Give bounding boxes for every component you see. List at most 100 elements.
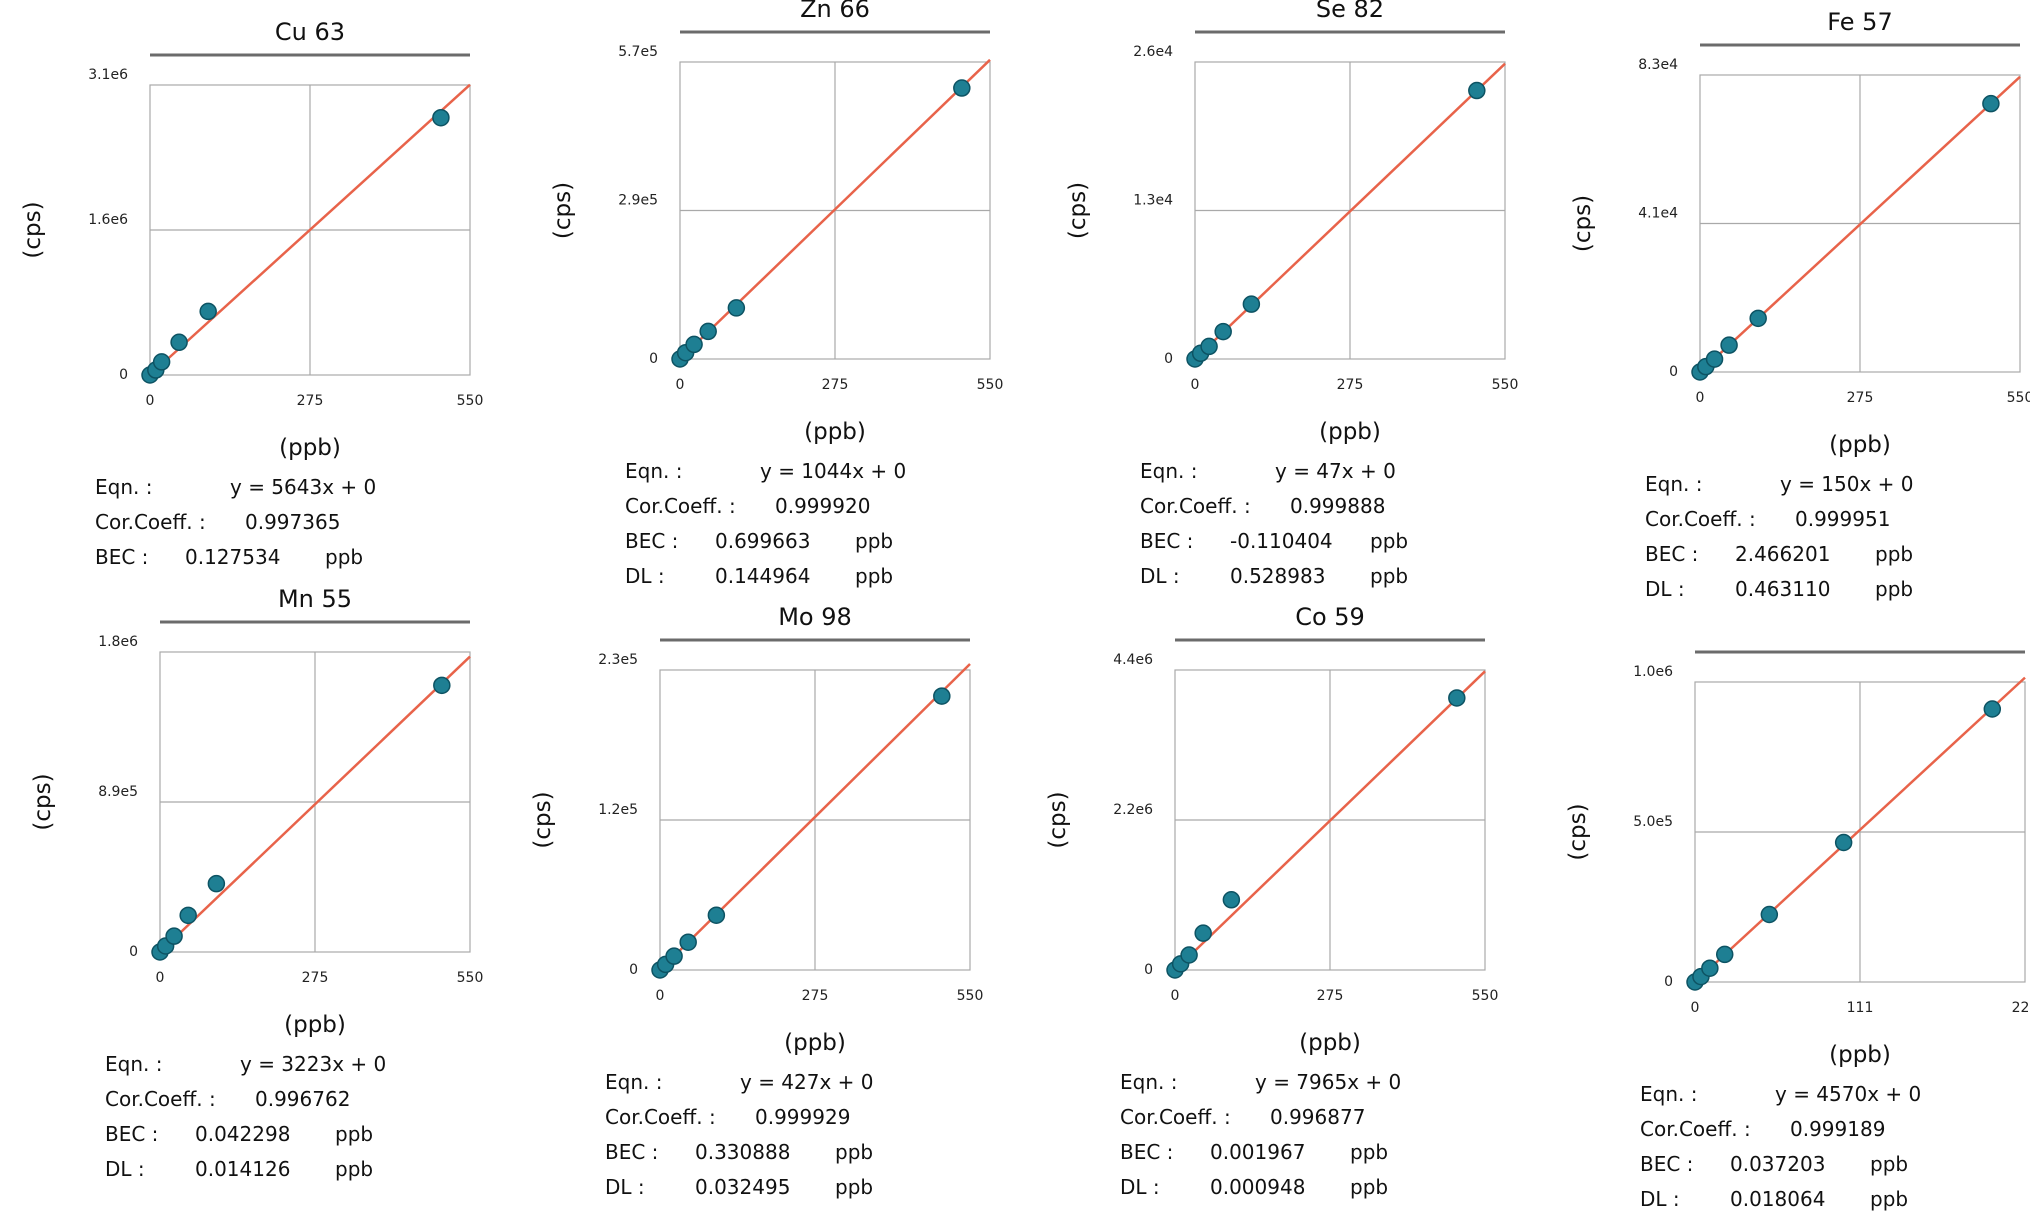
x-tick-label: 275 bbox=[297, 393, 324, 409]
data-point bbox=[1760, 905, 1779, 924]
calibration-panel: Mo 98 0 275 550 0 1.2e5 2.3e5 (ppb) (cps) Eqn. : y… bbox=[530, 570, 1010, 1199]
equation-label: Eqn. : bbox=[1120, 1070, 1178, 1094]
correlation-label: Cor.Coeff. : bbox=[1640, 1117, 1751, 1141]
bec-unit: ppb bbox=[335, 1122, 374, 1146]
data-point bbox=[170, 333, 188, 352]
y-axis-label: (cps) bbox=[20, 201, 46, 258]
dl-label: DL : bbox=[605, 1175, 645, 1199]
dl-value: 0.032495 bbox=[695, 1175, 791, 1199]
y-tick-label: 0 bbox=[649, 351, 658, 367]
regression-stats: Eqn. : y = 7965x + 0 Cor.Coeff. : 0.996877 B… bbox=[1120, 1070, 1550, 1200]
y-tick-label: 3.1e6 bbox=[88, 67, 128, 83]
y-axis-label: (cps) bbox=[1045, 791, 1071, 848]
equation-value: y = 47x + 0 bbox=[1275, 459, 1396, 483]
regression-stats: Eqn. : y = 5643x + 0 Cor.Coeff. : 0.997365 B… bbox=[95, 475, 525, 605]
correlation-value: 0.997365 bbox=[245, 510, 341, 534]
calibration-panel: Zn 66 0 275 550 0 2.9e5 5.7e5 (ppb) (cps) Eqn. : y… bbox=[530, 0, 1010, 588]
bec-value: 0.127534 bbox=[185, 545, 281, 569]
y-tick-label: 0 bbox=[1164, 351, 1173, 367]
data-point bbox=[433, 676, 451, 695]
x-tick-label: 0 bbox=[1191, 377, 1200, 393]
x-axis-label: (ppb) bbox=[1829, 1042, 1891, 1068]
x-axis-label: (ppb) bbox=[1319, 419, 1381, 445]
x-tick-label: 0 bbox=[656, 988, 665, 1004]
data-point bbox=[1242, 295, 1261, 313]
x-tick-label: 0 bbox=[1171, 988, 1180, 1004]
regression-stats: Eqn. : y = 47x + 0 Cor.Coeff. : 0.999888 BEC… bbox=[1140, 459, 1570, 589]
x-tick-label: 0 bbox=[1691, 1000, 1700, 1016]
bec-label: BEC : bbox=[105, 1122, 159, 1146]
dl-unit: ppb bbox=[1875, 577, 1914, 601]
bec-unit: ppb bbox=[1370, 529, 1409, 553]
y-tick-label: 1.2e5 bbox=[598, 802, 638, 818]
data-point bbox=[707, 906, 726, 924]
dl-unit: ppb bbox=[1370, 564, 1409, 588]
y-tick-label: 4.1e4 bbox=[1638, 206, 1678, 222]
data-point bbox=[727, 299, 746, 317]
correlation-value: 0.999951 bbox=[1795, 507, 1891, 531]
calibration-panel: Cu 63 0 275 550 0 1.6e6 3.1e6 (ppb) (cps) Eqn. : y… bbox=[15, 0, 495, 570]
data-point bbox=[432, 108, 450, 127]
x-tick-label: 0 bbox=[676, 377, 685, 393]
data-point bbox=[665, 947, 683, 965]
y-tick-label: 2.9e5 bbox=[618, 193, 658, 209]
x-tick-label: 275 bbox=[802, 988, 829, 1004]
x-tick-label: 275 bbox=[1337, 377, 1364, 393]
data-point bbox=[1214, 322, 1232, 341]
x-axis-label: (ppb) bbox=[784, 1030, 846, 1056]
y-tick-label: 8.9e5 bbox=[98, 784, 138, 800]
dl-label: DL : bbox=[1640, 1187, 1680, 1211]
y-tick-label: 1.3e4 bbox=[1133, 193, 1173, 209]
x-tick-label: 275 bbox=[302, 970, 329, 986]
equation-value: y = 150x + 0 bbox=[1780, 472, 1914, 496]
y-tick-label: 2.6e4 bbox=[1133, 44, 1173, 60]
bec-value: 0.001967 bbox=[1210, 1140, 1306, 1164]
data-point bbox=[685, 335, 703, 354]
data-point bbox=[1468, 81, 1486, 100]
x-axis-label: (ppb) bbox=[1829, 432, 1891, 458]
bec-label: BEC : bbox=[1645, 542, 1699, 566]
calibration-chart: Cu 63 0 275 550 0 1.6e6 3.1e6 (ppb) (cps) bbox=[20, 18, 483, 461]
data-point bbox=[1720, 336, 1738, 354]
dl-label: DL : bbox=[625, 564, 665, 588]
calibration-chart: Se 82 0 275 550 0 1.3e4 2.6e4 (ppb) (cps) bbox=[1065, 0, 1518, 445]
bec-value: 0.330888 bbox=[695, 1140, 791, 1164]
data-point bbox=[207, 874, 226, 893]
data-point bbox=[165, 927, 183, 945]
dl-label: DL : bbox=[1645, 577, 1685, 601]
x-tick-label: 0 bbox=[1696, 390, 1705, 406]
calibration-panel: Mn 55 0 275 550 0 8.9e5 1.8e6 (ppb) (cps) Eqn. : y… bbox=[15, 570, 495, 1181]
correlation-label: Cor.Coeff. : bbox=[1140, 494, 1251, 518]
fit-line bbox=[1694, 676, 2026, 983]
y-axis-label: (cps) bbox=[1570, 195, 1596, 252]
data-point bbox=[1749, 309, 1767, 328]
bec-label: BEC : bbox=[625, 529, 679, 553]
dl-value: 0.000948 bbox=[1210, 1175, 1306, 1199]
calibration-chart: Fe 57 0 275 550 0 4.1e4 8.3e4 (ppb) (cps) bbox=[1570, 8, 2030, 458]
data-point bbox=[1200, 337, 1218, 356]
y-axis-label: (cps) bbox=[30, 773, 56, 830]
equation-value: y = 427x + 0 bbox=[740, 1070, 874, 1094]
dl-unit: ppb bbox=[835, 1175, 874, 1199]
data-point bbox=[699, 322, 717, 341]
data-point bbox=[179, 906, 197, 925]
x-tick-label: 275 bbox=[1317, 988, 1344, 1004]
fit-line bbox=[159, 655, 471, 953]
y-axis-label: (cps) bbox=[530, 791, 556, 848]
calibration-chart: 0 111 222 0 5.0e5 1.0e6 (ppb) (cps) bbox=[1565, 650, 2030, 1068]
data-point bbox=[1701, 959, 1719, 977]
dl-unit: ppb bbox=[855, 564, 894, 588]
dl-unit: ppb bbox=[1870, 1187, 1909, 1211]
bec-value: 2.466201 bbox=[1735, 542, 1831, 566]
equation-label: Eqn. : bbox=[1140, 459, 1198, 483]
data-point bbox=[1982, 94, 2000, 113]
chart-title: Mn 55 bbox=[278, 585, 352, 613]
equation-value: y = 7965x + 0 bbox=[1255, 1070, 1402, 1094]
bec-unit: ppb bbox=[1350, 1140, 1389, 1164]
dl-label: DL : bbox=[1120, 1175, 1160, 1199]
bec-label: BEC : bbox=[1140, 529, 1194, 553]
regression-stats: Eqn. : y = 4570x + 0 Cor.Coeff. : 0.999189 B… bbox=[1640, 1082, 2030, 1212]
regression-stats: Eqn. : y = 1044x + 0 Cor.Coeff. : 0.999920 B… bbox=[625, 459, 1055, 589]
data-point bbox=[679, 933, 697, 951]
dl-unit: ppb bbox=[1350, 1175, 1389, 1199]
